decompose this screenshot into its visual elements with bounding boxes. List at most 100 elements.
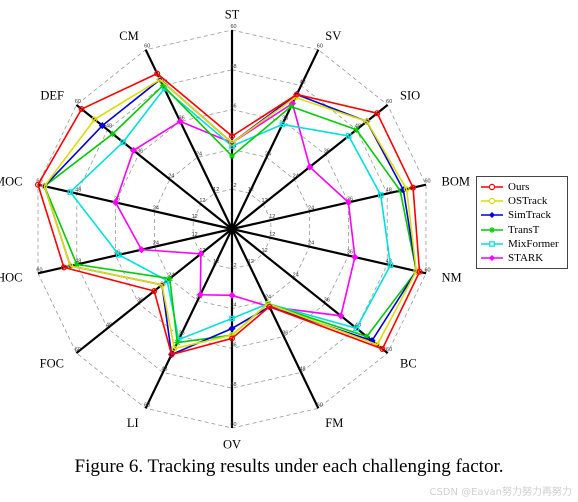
data-point [116,252,122,258]
ring-tick-label: 36 [324,149,330,155]
ring-tick-label: 24 [196,151,202,157]
data-point [403,186,410,193]
axis-label: OV [223,437,241,450]
ring-tick-label: 36 [179,115,185,121]
data-point [166,275,173,282]
data-point [158,281,165,288]
legend-point [489,226,495,233]
legend-marker [481,241,503,247]
axis-label: LI [127,416,139,430]
ring-tick-label: 60 [36,267,42,273]
data-point [379,345,386,352]
legend-point [488,198,496,205]
ring-tick-label: 36 [282,331,288,337]
ring-tick-label: 24 [153,241,159,247]
ring-tick-label: 12 [213,187,219,193]
data-point [157,76,164,83]
data-point [264,300,271,307]
axis-label: ST [225,8,240,22]
legend-label: MixFormer [508,237,559,250]
data-point [337,312,345,320]
data-point [112,198,120,206]
ring-tick-label: 48 [230,64,236,70]
data-point [34,181,41,188]
ring-tick-label: 24 [308,241,314,247]
axis-line [144,228,233,409]
ring-tick-label: 36 [230,104,236,110]
ring-tick-label: 12 [230,183,236,189]
legend-swatch [481,253,503,263]
ring-tick-label: 12 [248,259,254,265]
ring-tick-label: 24 [265,295,271,301]
legend-label: STARK [508,252,544,265]
ring-tick-label: 24 [153,205,159,211]
series-line [37,72,421,356]
data-point [151,288,158,295]
legend-point [489,212,495,219]
data-point [397,187,404,194]
data-point [228,324,236,333]
legend-label: OSTrack [508,195,548,208]
data-point [353,126,360,133]
ring-tick-label: 24 [293,273,299,279]
data-point [197,250,205,258]
axis-label: BC [400,357,417,371]
data-point [410,184,417,191]
ring-tick-label: 60 [75,347,81,353]
data-point [345,133,352,139]
ring-tick-label: 36 [137,149,143,155]
axis-label: FM [325,416,343,430]
ring-tick-label: 60 [230,24,236,30]
ring-tick-label: 12 [269,214,275,220]
data-point [41,183,48,190]
legend-marker [481,183,503,191]
ring-tick-label: 12 [248,187,254,193]
axis-label: SV [325,29,341,43]
ring-tick-label: 48 [75,258,81,264]
ring-tick-label: 12 [262,248,268,254]
legend-swatch [481,239,503,249]
data-point [306,163,314,171]
ring-tick-label: 12 [262,198,268,204]
axis-label: MOC [0,175,22,189]
legend-swatch [481,210,503,220]
ring-tick-label: 24 [230,303,236,309]
ring-tick-label: 48 [106,124,112,130]
legend-item: Ours [481,180,563,194]
data-point [174,339,181,346]
data-point [266,303,273,310]
legend-swatch [481,196,503,206]
data-point [171,345,178,352]
data-point [279,121,286,128]
data-point [109,130,116,137]
axis-line [231,227,427,275]
axis-label: NM [442,270,462,284]
ring-tick-label: 60 [424,179,430,185]
grid-ring [76,69,388,389]
data-point [377,192,384,198]
ring-tick-label: 60 [424,267,430,273]
data-point [228,291,236,299]
legend-item: MixFormer [481,237,563,251]
legend-item: TransT [481,223,563,237]
ring-tick-label: 36 [324,297,330,303]
legend-point [489,241,495,247]
axis-line [231,228,320,409]
data-point [229,335,236,342]
ring-tick-label: 36 [347,196,353,202]
legend-marker [481,255,503,262]
data-point [387,262,394,268]
ring-tick-label: 36 [179,331,185,337]
data-point [67,189,74,195]
ring-tick-label: 12 [230,263,236,269]
ring-tick-label: 48 [161,366,167,372]
ring-tick-label: 24 [293,173,299,179]
data-point [73,261,80,268]
ring-tick-label: 60 [230,422,236,428]
ring-tick-label: 60 [317,44,323,50]
legend-label: SimTrack [508,209,551,222]
legend: Ours OSTrack SimTrack TransT MixFormer S… [476,176,568,270]
ring-tick-label: 48 [355,124,361,130]
axis-line [231,183,427,231]
ring-tick-label: 48 [300,366,306,372]
